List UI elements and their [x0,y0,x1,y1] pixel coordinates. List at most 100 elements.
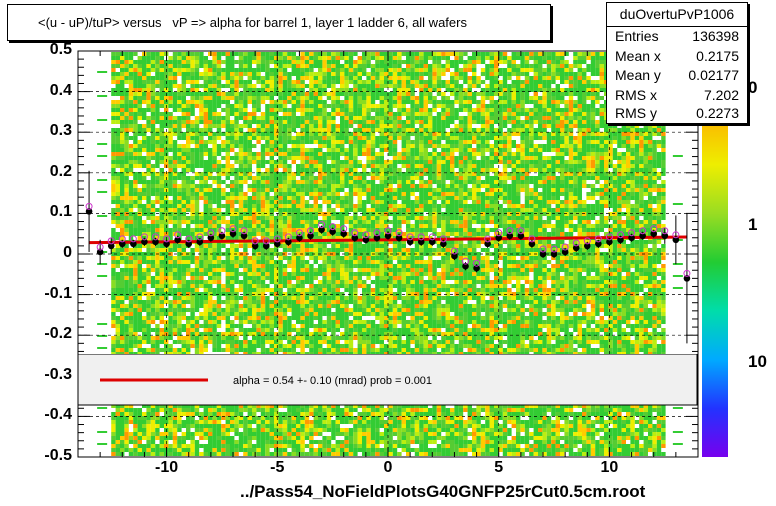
hist-cell [489,188,494,192]
hist-cell [428,184,433,188]
hist-cell [463,204,468,208]
hist-cell [274,168,279,172]
hist-cell [388,188,393,192]
hist-cell [388,72,393,76]
hist-cell [172,72,178,76]
hist-cell [190,160,195,164]
hist-cell [621,124,626,128]
hist-cell [480,200,486,204]
hist-cell [555,220,560,224]
hist-cell [489,220,494,224]
hist-cell [564,108,569,112]
hist-cell [498,116,503,120]
hist-cell [414,64,420,68]
hist-cell [432,80,437,84]
hist-cell [155,84,160,88]
hist-cell [216,52,222,56]
hist-cell [652,148,657,152]
hist-cell [128,180,134,184]
hist-cell [212,104,217,108]
hist-cell [230,92,235,96]
hist-cell [326,188,332,192]
hist-cell [401,152,406,156]
hist-cell [366,56,371,60]
hist-cell [467,76,472,80]
hist-cell [212,68,217,72]
hist-cell [604,180,609,184]
hist-cell [661,180,666,184]
hist-cell [502,192,508,196]
hist-cell [529,52,534,56]
hist-cell [274,216,279,220]
hist-cell [410,108,415,112]
hist-cell [577,144,582,148]
hist-cell [291,116,296,120]
hist-cell [582,116,587,120]
hist-cell [137,112,142,116]
hist-cell [494,128,499,132]
hist-cell [177,192,182,196]
hist-cell [234,220,239,224]
hist-cell [353,112,358,116]
hist-cell [186,80,191,84]
hist-cell [194,144,200,148]
hist-cell [423,184,428,188]
hist-cell [410,172,415,176]
hist-cell [472,132,477,136]
hist-cell [546,200,552,204]
hist-cell [656,212,662,216]
hist-cell [300,96,305,100]
hist-cell [564,68,569,72]
hist-cell [621,200,626,204]
hist-cell [511,56,516,60]
hist-cell [274,200,279,204]
hist-cell [467,196,472,200]
hist-cell [128,56,134,60]
hist-cell [406,120,411,124]
hist-cell [379,56,384,60]
hist-cell [353,192,358,196]
hist-cell [401,80,406,84]
hist-cell [274,172,279,176]
hist-cell [256,192,261,196]
hist-cell [137,164,142,168]
hist-cell [265,200,270,204]
hist-cell [190,192,195,196]
hist-cell [357,188,362,192]
hist-cell [159,148,164,152]
hist-cell [472,92,477,96]
hist-cell [489,212,494,216]
hist-cell [634,216,640,220]
hist-cell [414,208,420,212]
hist-cell [582,160,587,164]
hist-cell [199,220,204,224]
hist-cell [164,180,169,184]
hist-cell [208,132,213,136]
hist-cell [366,152,371,156]
hist-cell [318,212,323,216]
hist-cell [410,68,415,72]
hist-cell [164,160,169,164]
hist-cell [357,220,362,224]
hist-cell [212,84,217,88]
hist-cell [397,180,402,184]
hist-cell [274,128,279,132]
hist-cell [362,56,367,60]
hist-cell [560,96,565,100]
hist-cell [428,124,433,128]
hist-cell [252,160,257,164]
hist-cell [419,216,424,220]
hist-cell [190,64,195,68]
hist-cell [362,132,367,136]
hist-cell [260,172,266,176]
hist-cell [432,136,437,140]
hist-cell [247,124,252,128]
hist-cell [128,104,134,108]
hist-cell [516,220,521,224]
hist-cell [423,80,428,84]
hist-cell [287,148,292,152]
hist-cell [524,76,530,80]
hist-cell [313,184,318,188]
hist-cell [274,140,279,144]
hist-cell [577,104,582,108]
